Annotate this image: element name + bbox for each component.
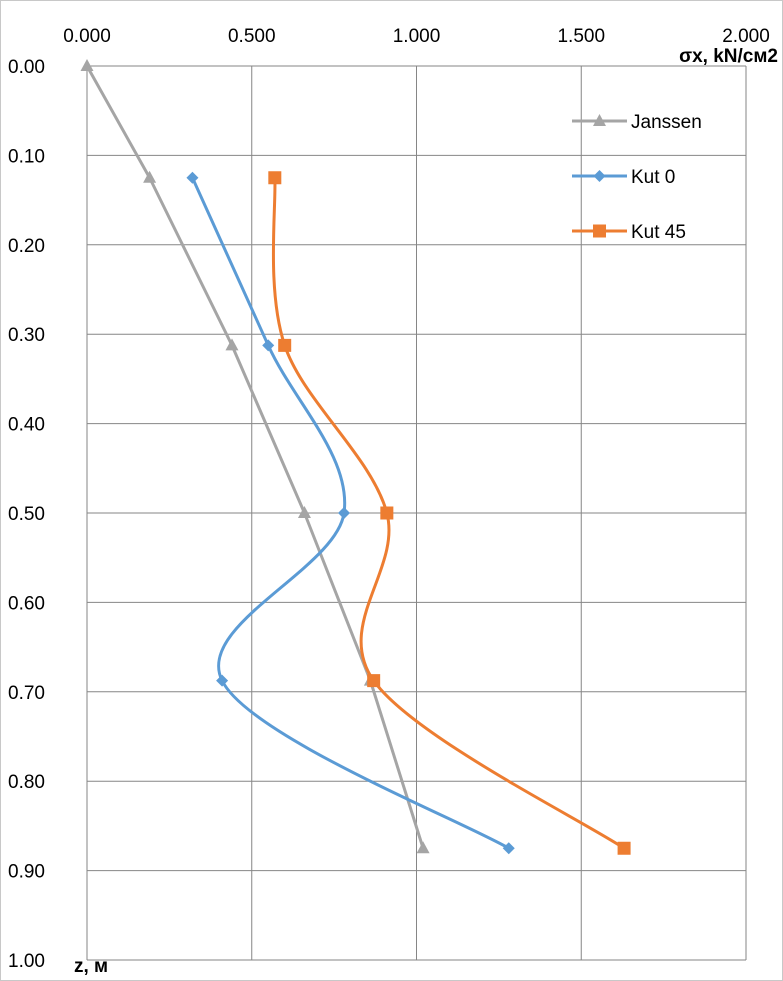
data-point-janssen	[225, 338, 239, 351]
data-point-kut-0	[262, 339, 275, 352]
data-point-kut-0	[216, 674, 229, 687]
legend: Janssen Kut 0 Kut 45	[572, 112, 702, 243]
y-tick-label: 0.70	[8, 683, 45, 704]
data-point-kut-45	[617, 841, 631, 855]
legend-label: Janssen	[631, 112, 702, 133]
legend-item-kut-45: Kut 45	[572, 222, 686, 243]
y-tick-label: 1.00	[8, 951, 45, 972]
series-group	[80, 59, 631, 855]
x-tick-label: 1.000	[393, 26, 441, 47]
y-tick-label: 0.60	[8, 593, 45, 614]
y-tick-labels: 0.00 0.10 0.20 0.30 0.40 0.50 0.60 0.70 0.80 0.90…	[8, 57, 45, 972]
data-point-kut-45	[367, 674, 381, 688]
y-tick-label: 0.80	[8, 772, 45, 793]
data-point-kut-0	[186, 171, 199, 184]
legend-item-kut-0: Kut 0	[572, 167, 675, 188]
data-point-kut-0	[338, 507, 351, 519]
data-point-kut-45	[278, 338, 292, 352]
x-tick-label: 0.500	[228, 26, 276, 47]
grid-lines	[86, 65, 747, 961]
legend-label: Kut 45	[631, 222, 686, 243]
series-line-kut-0	[190, 176, 511, 850]
data-point-kut-45	[268, 171, 282, 185]
y-tick-label: 0.40	[8, 415, 45, 436]
legend-marker	[593, 170, 606, 182]
data-point-janssen	[416, 841, 430, 854]
x-tick-label: 2.000	[722, 26, 770, 47]
x-tick-label: 0.000	[63, 26, 111, 47]
data-point-janssen	[297, 506, 311, 518]
series-kut-45	[268, 171, 631, 855]
data-point-janssen	[80, 59, 94, 71]
x-axis-title: σx, kN/см2	[679, 46, 778, 67]
legend-marker	[593, 114, 606, 126]
x-tick-labels: 0.000 0.500 1.000 1.500 2.000	[63, 26, 770, 47]
y-axis-title: z, м	[74, 956, 108, 977]
legend-label: Kut 0	[631, 167, 675, 188]
y-tick-label: 0.50	[8, 504, 45, 525]
series-janssen	[80, 59, 430, 854]
series-line-kut-45	[271, 176, 626, 850]
y-tick-label: 0.10	[8, 146, 45, 167]
series-kut-0	[186, 171, 515, 855]
y-tick-label: 0.90	[8, 862, 45, 883]
data-point-janssen	[143, 170, 157, 183]
data-point-kut-45	[380, 506, 394, 520]
y-tick-label: 0.20	[8, 236, 45, 257]
data-point-kut-0	[502, 842, 515, 855]
y-tick-label: 0.30	[8, 325, 45, 346]
x-tick-label: 1.500	[557, 26, 605, 47]
y-tick-label: 0.00	[8, 57, 45, 78]
legend-item-janssen: Janssen	[572, 112, 702, 133]
legend-marker	[593, 224, 606, 238]
series-line-janssen	[85, 64, 425, 850]
